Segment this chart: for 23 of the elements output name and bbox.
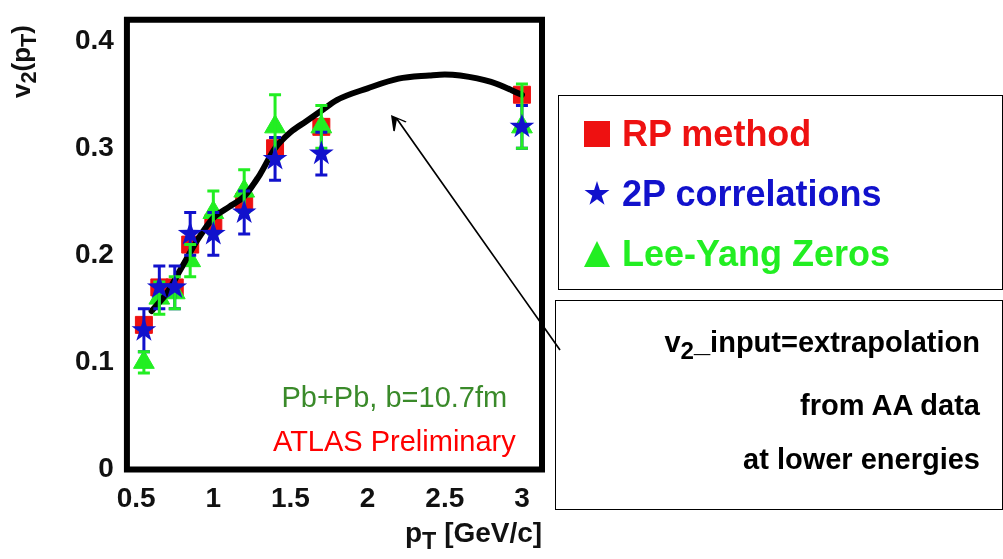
x-tick-label: 0.5 (116, 481, 156, 513)
y-tick-label: 0.2 (74, 238, 114, 270)
y-tick-label: 0 (98, 452, 114, 484)
legend-label: Lee-Yang Zeros (622, 233, 891, 275)
x-tick-label: 2.5 (425, 481, 465, 513)
point (131, 317, 157, 341)
y-tick-label: 0.3 (74, 130, 114, 162)
legend-label: RP method (622, 113, 812, 155)
y-tick-label: 0.1 (74, 345, 114, 377)
text: v$_{2}$_input=extrapolation from AA data at lower energies (555, 300, 1003, 510)
point (231, 199, 257, 223)
x-axis-title: p$_{T}$ [GeV/c] (405, 517, 543, 555)
x-tick-label: 2 (359, 481, 376, 513)
legend-label: 2P correlations (622, 173, 882, 215)
point (262, 145, 288, 170)
point (308, 140, 334, 165)
annotation: ATLAS Preliminary (272, 425, 516, 459)
y-tick-label: 0.4 (74, 23, 115, 55)
x-tick-label: 3 (514, 481, 530, 513)
annotation: Pb+Pb, b=10.7fm (281, 381, 508, 415)
x-tick-label: 1 (205, 481, 222, 513)
x-tick-label: 1.5 (271, 481, 310, 513)
point (200, 220, 226, 245)
